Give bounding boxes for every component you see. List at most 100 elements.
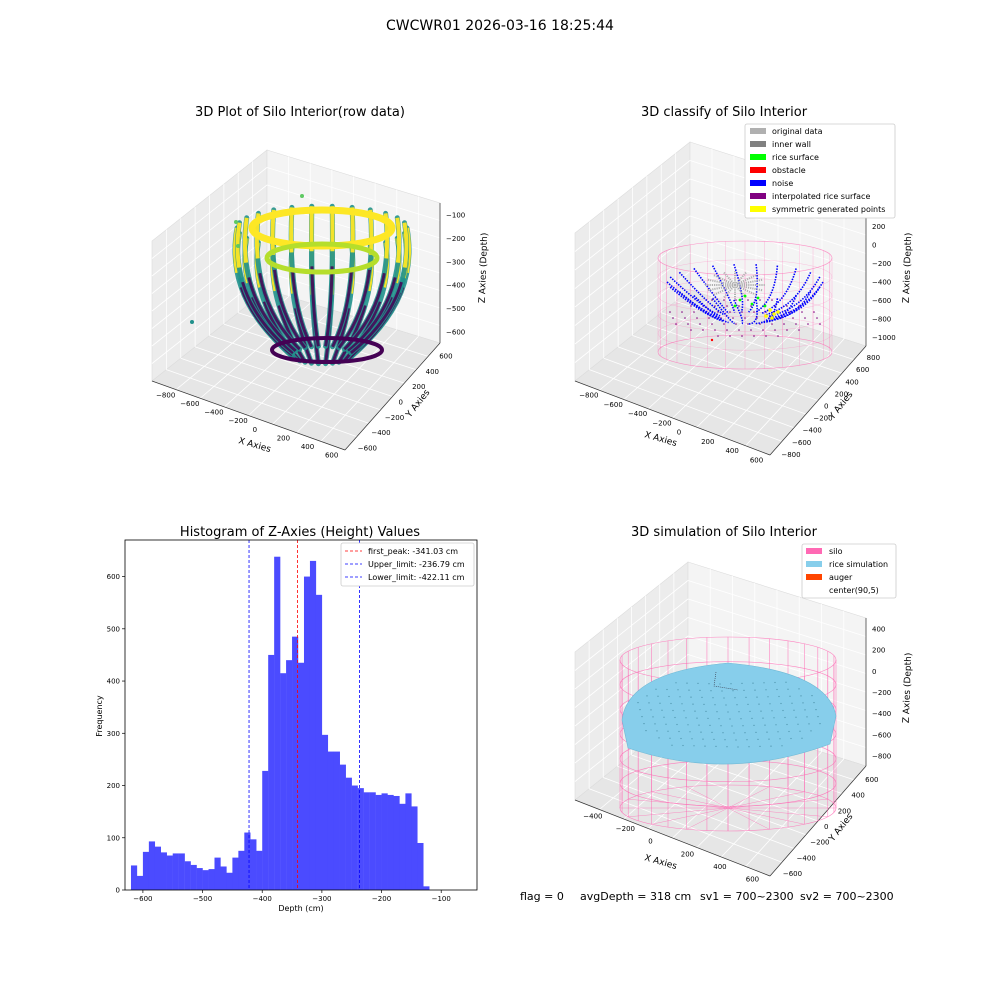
panel-4-y-tick: 200 [838, 807, 851, 815]
histogram-bar [298, 662, 305, 890]
histogram-bar [244, 832, 251, 890]
rice-simulation-vertex [715, 745, 717, 748]
rice-simulation-vertex [785, 681, 787, 683]
classify-silo-ring [657, 278, 833, 313]
rice-simulation-vertex [784, 716, 786, 719]
classify-noise-band [755, 298, 779, 325]
rice-simulation-vertex [802, 702, 804, 704]
rice-simulation-vertex [787, 688, 789, 690]
classify-original-data [734, 278, 763, 286]
classify-interpolated-point [702, 329, 704, 331]
rice-simulation-vertex [759, 745, 761, 748]
histogram-bar [405, 793, 412, 890]
panel-1-x-tick: 400 [301, 443, 314, 451]
panel-4-grid-line [574, 580, 689, 671]
classify-interpolated-point [723, 299, 725, 301]
classify-interpolated-point [771, 299, 773, 301]
panel-4-legend-swatch [806, 574, 822, 580]
classify-silo-ring [657, 316, 833, 351]
histogram-bar [232, 857, 239, 890]
classify-interpolated-point [726, 305, 728, 307]
rice-simulation-vertex [692, 703, 694, 705]
classify-rice-surface-point [743, 294, 747, 298]
classify-rice-surface-point [756, 296, 760, 300]
panel-1-x-tick: 600 [325, 452, 338, 460]
panel-2-legend-label: obstacle [772, 166, 806, 175]
panel-simulation-3d: 3D simulation of Silo Interior −400 −200 0… [574, 525, 914, 884]
classify-interpolated-point [735, 299, 737, 301]
raw-data-outlier [300, 194, 304, 198]
classify-symmetric-point [776, 310, 780, 314]
panel-4-grid-line [574, 598, 689, 690]
rice-simulation-vertex [661, 709, 663, 711]
rice-simulation-vertex [726, 746, 728, 748]
histogram-ylabel: Frequency [95, 695, 104, 737]
rice-simulation-vertex [686, 682, 688, 684]
rice-simulation-vertex [716, 711, 718, 713]
histogram-legend-label: first_peak: -341.03 cm [368, 547, 458, 556]
panel-2-legend-swatch [750, 180, 766, 186]
rice-simulation-vertex [791, 702, 793, 704]
classify-interpolated-point [807, 323, 809, 325]
rice-simulation-vertex [675, 682, 677, 684]
rice-simulation-vertex [637, 702, 639, 704]
histogram-y-tick: 400 [107, 678, 120, 686]
panel-2-x-tick: −200 [652, 419, 671, 427]
rice-simulation-vertex [657, 695, 659, 697]
histogram-x-tick: −600 [133, 895, 152, 903]
rice-simulation-vertex [801, 737, 803, 739]
panel-2-grid-line [574, 197, 691, 289]
panel-4-zlabel: Z Axies (Depth) [902, 653, 914, 724]
panel-2-z-tick: −600 [872, 297, 891, 305]
panel-4-legend-frame [801, 543, 897, 599]
raw-data-point-band [349, 222, 409, 355]
histogram-legend-frame [340, 542, 475, 587]
rice-simulation-vertex [740, 718, 742, 720]
rice-simulation-vertex [811, 695, 813, 697]
histogram-bar [417, 842, 424, 890]
classify-interpolated-point [711, 299, 713, 301]
panel-2-y-tick: −800 [781, 451, 800, 459]
histogram-bar [411, 806, 418, 890]
raw-data-point-band [343, 213, 389, 351]
classify-noise-band [669, 286, 722, 321]
rice-simulation-vertex [765, 689, 767, 691]
rice-simulation-vertex [696, 717, 698, 719]
rice-simulation-vertex [804, 709, 806, 711]
classify-interpolated-point [690, 329, 692, 331]
panel-1-y-tick: −400 [371, 429, 390, 437]
panel-2-legend-frame [744, 123, 896, 219]
histogram-bar [357, 788, 364, 890]
panel-1-x-tick: 200 [277, 434, 290, 442]
panel-2-y-tick: 600 [856, 366, 869, 374]
status-flag: flag = 0 [520, 890, 564, 903]
rice-simulation-vertex [687, 724, 689, 726]
panel-4-grid-line [631, 754, 819, 822]
histogram-bar [381, 793, 388, 890]
raw-data-point-band [323, 206, 335, 347]
rice-simulation-vertex [691, 738, 693, 740]
classify-rice-surface-point [733, 304, 737, 308]
histogram-bar [166, 855, 173, 890]
classify-interpolated-point [747, 323, 749, 325]
rice-simulation-vertex [769, 703, 771, 705]
panel-4-z-tick: 0 [872, 668, 876, 676]
histogram-x-tick: −100 [432, 895, 451, 903]
panel-4-legend-label: rice simulation [829, 560, 888, 569]
rice-simulation-vertex [702, 738, 704, 740]
rice-simulation-surface [621, 662, 837, 765]
histogram-bar [363, 792, 370, 890]
histogram-bar [327, 751, 335, 890]
classify-symmetric-point [770, 316, 774, 320]
rice-simulation-vertex [674, 716, 676, 719]
panel-4-y-tick: 0 [824, 823, 828, 831]
rice-simulation-vertex [658, 737, 660, 739]
raw-data-point-band [271, 209, 307, 349]
rice-simulation-vertex [751, 717, 753, 720]
rice-simulation-vertex [815, 709, 817, 711]
rice-simulation-vertex [712, 697, 714, 699]
classify-interpolated-point [675, 323, 677, 325]
raw-data-point-band [330, 207, 355, 348]
panel-4-legend: silo rice simulation auger center(90,5) [801, 543, 897, 599]
rice-simulation-vertex [799, 730, 801, 732]
